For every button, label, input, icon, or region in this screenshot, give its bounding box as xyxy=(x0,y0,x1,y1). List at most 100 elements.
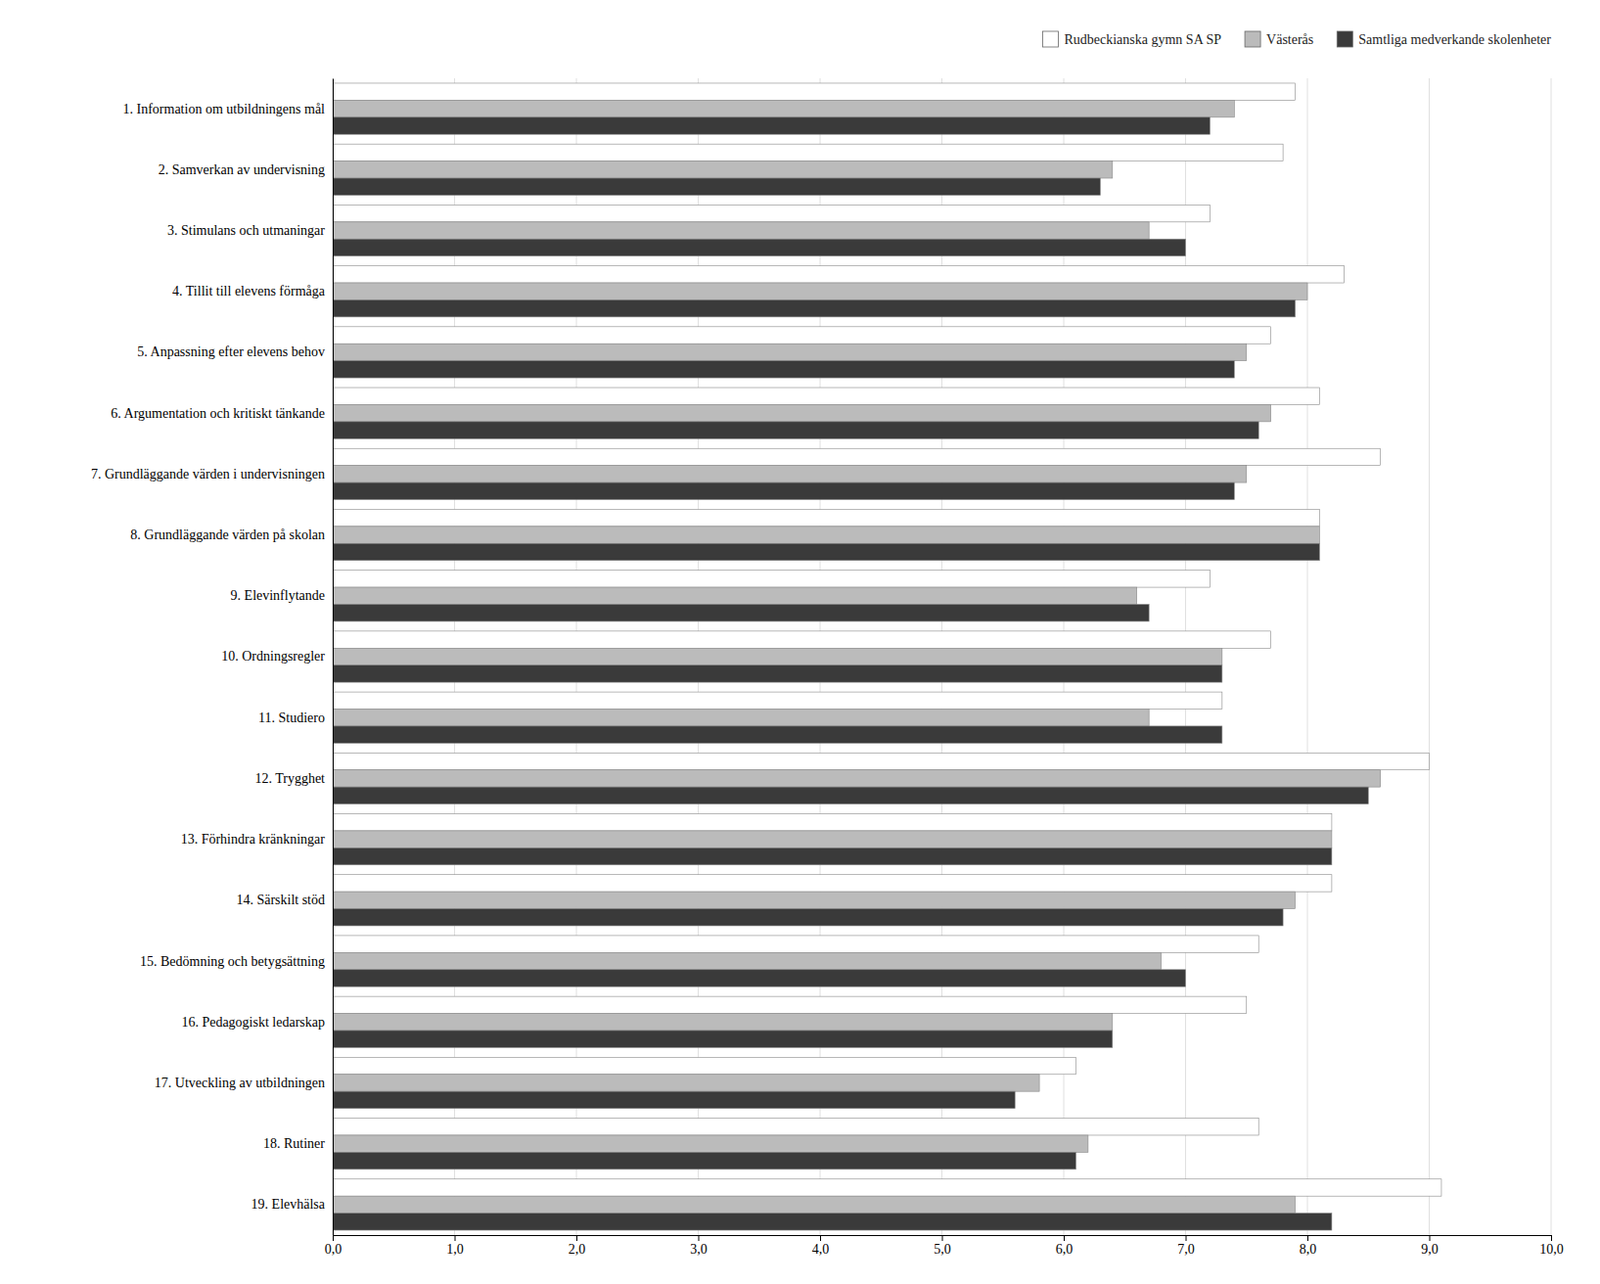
bar xyxy=(332,570,1210,588)
bar xyxy=(332,117,1210,135)
tick: 8,0 xyxy=(1299,1234,1318,1257)
grid-line xyxy=(1307,78,1309,1235)
bar xyxy=(332,847,1332,865)
tick: 7. Grundläggande värden i undervisningen xyxy=(91,466,333,482)
tick: 2,0 xyxy=(568,1234,587,1257)
legend-swatch xyxy=(1244,31,1261,47)
bar xyxy=(332,204,1210,222)
bar xyxy=(332,482,1235,500)
tick: 7,0 xyxy=(1177,1234,1195,1257)
tick-mark xyxy=(576,1234,578,1241)
tick-mark xyxy=(1429,1234,1431,1241)
bar-series xyxy=(332,83,1442,1196)
bar xyxy=(332,543,1320,560)
tick-label: 7,0 xyxy=(1177,1241,1195,1257)
tick: 18. Rutiner xyxy=(263,1136,333,1151)
bar xyxy=(332,874,1332,892)
bar xyxy=(332,161,1113,179)
tick-mark xyxy=(455,1234,457,1241)
tick: 10. Ordningsregler xyxy=(221,648,333,664)
bar xyxy=(332,178,1100,195)
bar xyxy=(332,1179,1442,1196)
tick-label: 4. Tillit till elevens förmåga xyxy=(172,283,326,299)
tick: 2. Samverkan av undervisning xyxy=(158,162,333,178)
tick-mark xyxy=(1186,1234,1188,1241)
grid-line xyxy=(1428,78,1430,1235)
legend-swatch xyxy=(1042,31,1058,47)
tick-label: 9,0 xyxy=(1420,1241,1439,1257)
legend-item: Västerås xyxy=(1244,31,1314,47)
bar xyxy=(332,935,1259,953)
bar xyxy=(332,238,1187,256)
tick: 6. Argumentation och kritiskt tänkande xyxy=(110,406,333,421)
tick-label: 5,0 xyxy=(933,1241,952,1257)
bar xyxy=(332,996,1247,1013)
bar xyxy=(332,387,1320,405)
bar xyxy=(332,1118,1259,1136)
legend-item: Samtliga medverkande skolenheter xyxy=(1336,31,1552,47)
bar xyxy=(332,1213,1332,1231)
legend: Rudbeckianska gymn SA SP Västerås Samtliga… xyxy=(1042,31,1552,47)
tick: 5,0 xyxy=(933,1234,952,1257)
bar xyxy=(332,952,1162,969)
bar xyxy=(332,891,1296,909)
tick-label: 4,0 xyxy=(812,1241,830,1257)
bar xyxy=(332,465,1247,483)
tick-label: 1,0 xyxy=(446,1241,464,1257)
tick-label: 8. Grundläggande värden på skolan xyxy=(130,527,325,543)
axis-line xyxy=(332,79,334,1236)
bar xyxy=(332,222,1149,239)
bar xyxy=(332,786,1369,804)
tick-label: 5. Anpassning efter elevens behov xyxy=(137,344,325,360)
bar xyxy=(332,909,1283,926)
bar xyxy=(332,404,1272,421)
bar xyxy=(332,508,1320,526)
tick-mark xyxy=(698,1234,700,1241)
x-axis: 0,01,02,03,04,05,06,07,08,09,010,0 xyxy=(324,1234,1564,1257)
tick-label: 6,0 xyxy=(1055,1241,1074,1257)
tick: 13. Förhindra kränkningar xyxy=(181,831,333,847)
bar xyxy=(332,1074,1040,1092)
bar xyxy=(332,361,1235,378)
tick-label: 10. Ordningsregler xyxy=(221,648,325,664)
legend-label: Rudbeckianska gymn SA SP xyxy=(1063,32,1222,47)
tick-label: 1. Information om utbildningens mål xyxy=(123,101,326,117)
tick: 19. Elevhälsa xyxy=(251,1196,333,1212)
bar xyxy=(332,266,1344,283)
tick-label: 3,0 xyxy=(689,1241,708,1257)
bar xyxy=(332,814,1332,831)
bar xyxy=(332,631,1272,648)
tick-label: 6. Argumentation och kritiskt tänkande xyxy=(110,406,325,421)
tick-label: 12. Trygghet xyxy=(254,771,325,786)
plot: 0,01,02,03,04,05,06,07,08,09,010,01. Inf… xyxy=(91,78,1564,1257)
tick-label: 13. Förhindra kränkningar xyxy=(181,831,326,847)
tick: 0,0 xyxy=(324,1234,343,1257)
tick-label: 18. Rutiner xyxy=(263,1136,325,1151)
tick-label: 7. Grundläggande värden i undervisningen xyxy=(91,466,325,482)
bar xyxy=(332,343,1247,361)
tick: 8. Grundläggande värden på skolan xyxy=(130,527,333,543)
tick: 3. Stimulans och utmaningar xyxy=(167,223,333,238)
tick-label: 11. Studiero xyxy=(258,710,325,726)
legend-label: Västerås xyxy=(1266,32,1314,47)
tick-label: 19. Elevhälsa xyxy=(251,1196,326,1212)
bar xyxy=(332,969,1187,987)
tick: 9,0 xyxy=(1420,1234,1439,1257)
tick-label: 8,0 xyxy=(1299,1241,1318,1257)
bar-series xyxy=(332,99,1381,1213)
tick-label: 15. Bedömning och betygsättning xyxy=(139,954,325,969)
legend-item: Rudbeckianska gymn SA SP xyxy=(1042,31,1222,47)
bar xyxy=(332,770,1381,787)
tick-label: 14. Särskilt stöd xyxy=(235,892,325,908)
bar xyxy=(332,1135,1089,1152)
chart: 0,01,02,03,04,05,06,07,08,09,010,01. Inf… xyxy=(0,0,1600,1284)
tick-label: 9. Elevinflytande xyxy=(230,588,325,603)
axis-line xyxy=(333,1235,1553,1242)
tick-mark xyxy=(1551,1234,1553,1241)
tick: 15. Bedömning och betygsättning xyxy=(139,954,333,969)
tick-label: 2. Samverkan av undervisning xyxy=(158,162,325,178)
bar xyxy=(332,647,1223,665)
tick: 9. Elevinflytande xyxy=(230,588,333,603)
bar xyxy=(332,1056,1076,1074)
tick: 1,0 xyxy=(446,1234,464,1257)
